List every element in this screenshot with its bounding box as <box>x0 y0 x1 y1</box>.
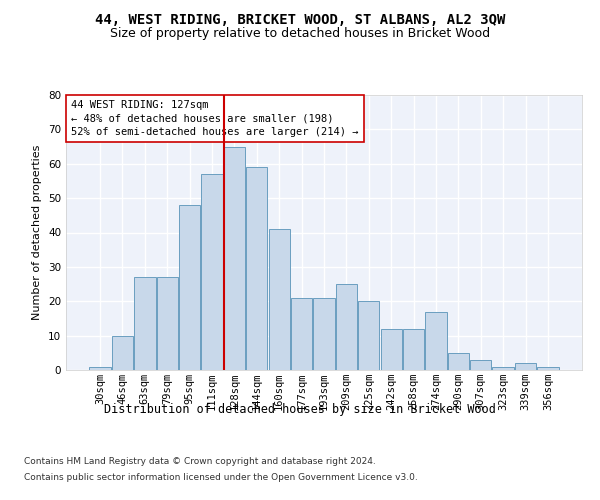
Text: Size of property relative to detached houses in Bricket Wood: Size of property relative to detached ho… <box>110 28 490 40</box>
Bar <box>403 329 424 370</box>
Bar <box>336 284 357 370</box>
Bar <box>493 366 514 370</box>
Bar <box>515 363 536 370</box>
Text: 44, WEST RIDING, BRICKET WOOD, ST ALBANS, AL2 3QW: 44, WEST RIDING, BRICKET WOOD, ST ALBANS… <box>95 12 505 26</box>
Text: Contains HM Land Registry data © Crown copyright and database right 2024.: Contains HM Land Registry data © Crown c… <box>24 458 376 466</box>
Bar <box>291 298 312 370</box>
Bar <box>470 360 491 370</box>
Bar <box>89 366 111 370</box>
Bar <box>224 146 245 370</box>
Bar <box>157 277 178 370</box>
Text: Distribution of detached houses by size in Bricket Wood: Distribution of detached houses by size … <box>104 402 496 415</box>
Y-axis label: Number of detached properties: Number of detached properties <box>32 145 43 320</box>
Bar <box>112 336 133 370</box>
Bar <box>134 277 155 370</box>
Text: Contains public sector information licensed under the Open Government Licence v3: Contains public sector information licen… <box>24 472 418 482</box>
Bar <box>313 298 335 370</box>
Bar <box>448 353 469 370</box>
Bar <box>537 366 559 370</box>
Text: 44 WEST RIDING: 127sqm
← 48% of detached houses are smaller (198)
52% of semi-de: 44 WEST RIDING: 127sqm ← 48% of detached… <box>71 100 359 137</box>
Bar <box>380 329 402 370</box>
Bar <box>358 301 379 370</box>
Bar <box>246 167 268 370</box>
Bar <box>269 229 290 370</box>
Bar <box>425 312 446 370</box>
Bar <box>179 205 200 370</box>
Bar <box>202 174 223 370</box>
